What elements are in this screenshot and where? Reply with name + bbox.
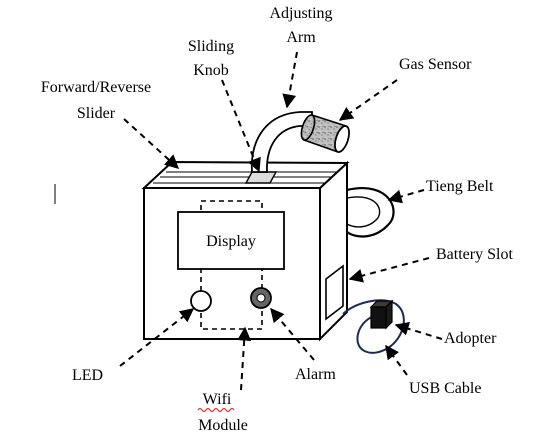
- arrow-adopter: [394, 321, 443, 340]
- label-tieng-belt: Tieng Belt: [426, 178, 494, 195]
- spellcheck-underline: [197, 407, 235, 413]
- display-screen: [177, 211, 285, 270]
- gas-sensor-end-left: [300, 114, 316, 141]
- label-forward-reverse-line1: Forward/Reverse: [41, 79, 151, 96]
- gas-sensor: [300, 113, 350, 154]
- adopter[interactable]: [369, 299, 394, 330]
- label-usb-cable: USB Cable: [409, 380, 481, 397]
- label-forward-reverse-line2: Slider: [77, 105, 116, 122]
- arrow-usb-cable: [385, 344, 408, 376]
- display-label: Display: [206, 233, 256, 250]
- label-adjusting-arm-line2: Arm: [286, 29, 316, 46]
- adopter-front: [370, 306, 387, 329]
- sliding-knob[interactable]: [244, 171, 278, 184]
- wifi-module-outline: [200, 200, 263, 330]
- arrow-led: [119, 308, 195, 367]
- alarm-center: [256, 293, 266, 303]
- label-sliding-knob-line1: Sliding: [188, 38, 234, 55]
- label-gas-sensor: Gas Sensor: [399, 56, 472, 73]
- label-wifi-line1: Wifi: [203, 391, 232, 408]
- battery-slot: [325, 264, 344, 321]
- arrow-battery-slot: [348, 257, 430, 283]
- label-sliding-knob-line2: Knob: [193, 62, 229, 79]
- arrow-sliding-knob: [221, 79, 261, 173]
- arrow-forward-reverse-slider: [123, 118, 180, 169]
- label-led: LED: [72, 367, 103, 384]
- label-wifi-line2: Module: [198, 417, 248, 434]
- label-adopter: Adopter: [444, 330, 497, 347]
- tieng-belt-inner: [346, 196, 381, 228]
- arrow-alarm: [270, 307, 315, 361]
- label-battery-slot: Battery Slot: [436, 246, 513, 263]
- tieng-belt-loop: [346, 187, 395, 238]
- label-adjusting-arm-line1: Adjusting: [269, 5, 332, 22]
- gas-sensor-end-right: [334, 125, 350, 153]
- arrow-adjusting-arm: [282, 51, 298, 109]
- led-light[interactable]: [190, 290, 212, 312]
- label-alarm: Alarm: [295, 366, 336, 383]
- arrow-gas-sensor: [338, 79, 398, 121]
- arrow-tieng-belt: [387, 189, 425, 204]
